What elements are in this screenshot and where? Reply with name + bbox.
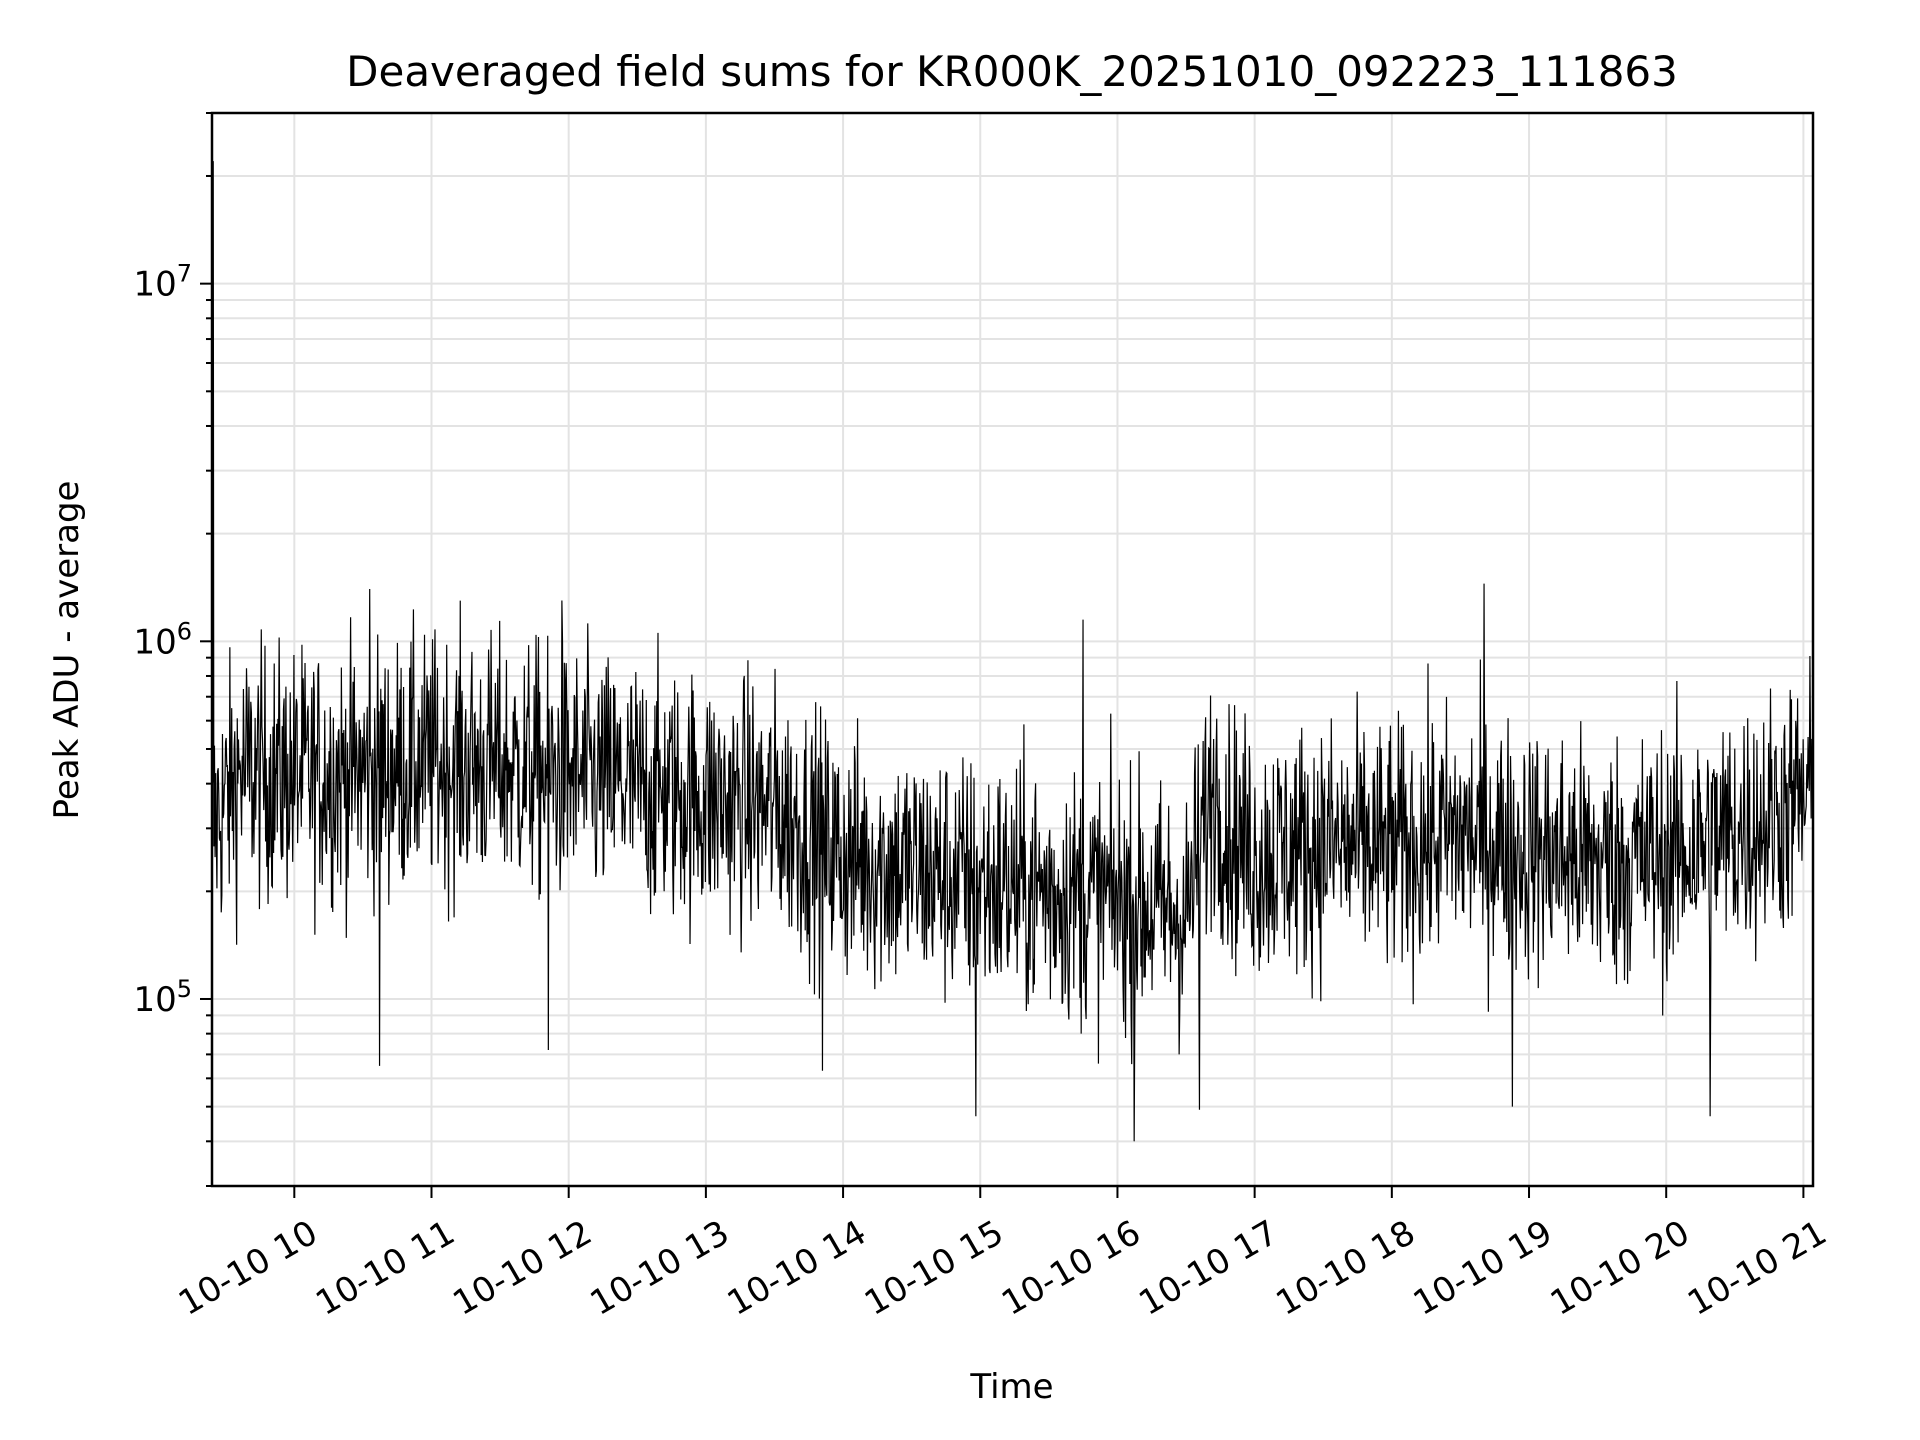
x-axis-label: Time (969, 1367, 1053, 1407)
series-layer (211, 161, 1814, 1142)
y-axis-label: Peak ADU - average (47, 481, 87, 820)
plot-frame (210, 111, 1815, 1188)
series-line-0 (211, 161, 1814, 1142)
chart-title: Deaveraged field sums for KR000K_2025101… (346, 47, 1678, 96)
grid (212, 112, 1813, 1187)
y-tick-label-0: 105 (133, 975, 192, 1020)
y-tick-label-1: 106 (133, 617, 192, 662)
y-tick-label-2: 107 (133, 260, 192, 305)
